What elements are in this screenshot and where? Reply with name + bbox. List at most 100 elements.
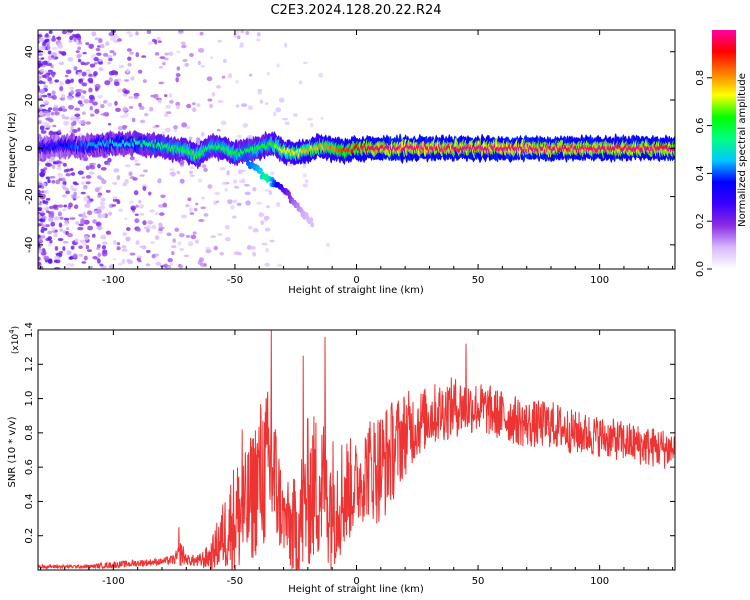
spectrogram-noise-cell [106,54,113,59]
spectrogram-noise-cell [139,174,145,177]
spectrogram-noise-cell [226,170,230,176]
spectrogram-noise-cell [130,76,135,81]
spectrogram-noise-cell [38,63,41,69]
spectrogram-noise-cell [109,50,115,54]
spectrogram-noise-cell [186,125,191,130]
spectrogram-noise-cell [68,202,73,208]
spectrogram-noise-cell [134,163,141,166]
spectrogram-noise-cell [38,32,43,35]
spectrogram-noise-cell [38,80,44,85]
spectrogram-noise-cell [217,39,222,43]
spectrogram-noise-cell [82,51,87,55]
spectrogram-noise-cell [101,206,105,210]
spectrogram-noise-cell [129,200,134,204]
spectrogram-noise-cell [41,224,48,227]
spectrogram-noise-cell [252,251,257,257]
spectrogram-noise-cell [173,125,178,130]
spectrogram-noise-cell [227,73,233,79]
spectrogram-noise-cell [74,238,79,243]
spectrogram-noise-cell [164,113,168,117]
spectrogram-noise-cell [81,181,85,185]
spectrogram-noise-cell [103,111,110,117]
spectrogram-noise-cell [88,43,94,49]
spectrogram-noise-cell [118,64,125,69]
snr-x-tick-label: 50 [472,576,485,587]
spectrogram-noise-cell [51,90,56,96]
spectrogram-noise-cell [210,235,217,239]
spectrogram-noise-cell [148,191,152,196]
spectrogram-noise-cell [86,200,92,204]
spectrogram-noise-cell [46,210,50,213]
spectrogram-noise-cell [232,215,237,219]
spectrogram-noise-cell [63,169,69,173]
spectrogram-noise-cell [52,106,59,112]
spectrogram-noise-cell [180,41,186,45]
spectrogram-noise-cell [88,87,93,93]
colorbar-tick-label: 0.0 [695,261,706,277]
spectrogram-noise-cell [85,121,91,125]
spectrogram-noise-cell [64,222,69,227]
snr-panel: -100 -50 0 50 100 0.2 0.4 0.6 0.8 1.0 1.2 1.4 Heig… [7,322,676,595]
spectrogram-noise-cell [54,111,60,116]
spectrogram-noise-cell [45,176,51,180]
spectrogram-noise-cell [143,112,149,117]
spectrogram-noise-cell [248,225,253,230]
spectrogram-noise-cell [70,167,74,172]
spectrogram-noise-cell [260,220,265,226]
spectrogram-noise-cell [38,200,41,204]
spectrogram-noise-cell [85,175,92,179]
spectrogram-noise-cell [126,31,132,34]
snr-series-line [38,330,675,570]
spectrogram-noise-cell [192,107,197,113]
spectrogram-noise-cell [84,203,91,208]
spectrogram-noise-cell [95,47,101,52]
spectrogram-noise-cell [93,71,98,77]
spectrogram-noise-cell [78,253,84,257]
spectrogram-noise-cell [38,207,42,212]
spectrogram-noise-cell [98,38,103,44]
spectrogram-noise-cell [206,76,213,82]
spectrogram-noise-cell [60,94,66,99]
spectrogram-noise-cell [74,113,81,118]
spectrogram-noise-cell [75,50,80,53]
spectrogram-noise-cell [137,255,143,258]
spectrogram-noise-cell [298,80,303,85]
spectrogram-noise-cell [69,217,76,220]
spectrogram-noise-cell [137,69,143,74]
spectrogram-noise-cell [43,100,50,105]
spectrogram-noise-cell [162,62,166,66]
spectrogram-x-tick-label: 0 [353,275,359,286]
spectrogram-noise-cell [250,246,256,250]
spectrogram-noise-cell [198,219,205,222]
spectrogram-noise-cell [81,71,87,77]
spectrogram-x-tick-label: -50 [227,275,243,286]
spectrogram-noise-cell [131,117,136,123]
spectrogram-noise-cell [146,30,152,35]
spectrogram-noise-cell [51,72,55,78]
spectrogram-noise-cell [266,71,270,76]
spectrogram-noise-cell [48,30,53,34]
spectrogram-noise-cell [183,254,190,258]
spectrogram-noise-cell [86,61,90,65]
spectrogram-noise-cell [264,189,271,192]
spectrogram-noise-cell [54,255,60,260]
spectrogram-noise-cell [64,266,71,269]
spectrogram-noise-cell [73,182,79,186]
spectrogram-noise-cell [48,205,55,210]
spectrogram-noise-cell [188,136,193,140]
spectrogram-noise-cell [48,80,53,84]
snr-x-tick-label: 0 [353,576,359,587]
spectrogram-branch-cell [258,167,263,173]
spectrogram-noise-cell [93,56,99,62]
spectrogram-noise-cell [196,103,201,107]
spectrogram-noise-cell [57,163,62,168]
spectrogram-noise-cell [47,93,52,96]
spectrogram-noise-cell [142,186,147,191]
spectrogram-noise-cell [181,122,188,128]
spectrogram-noise-cell [156,36,161,42]
spectrogram-noise-cell [198,47,205,53]
snr-x-tick-label: -100 [102,576,125,587]
spectrogram-noise-cell [59,216,64,220]
spectrogram-noise-cell [48,258,53,264]
spectrogram-noise-cell [240,103,248,108]
